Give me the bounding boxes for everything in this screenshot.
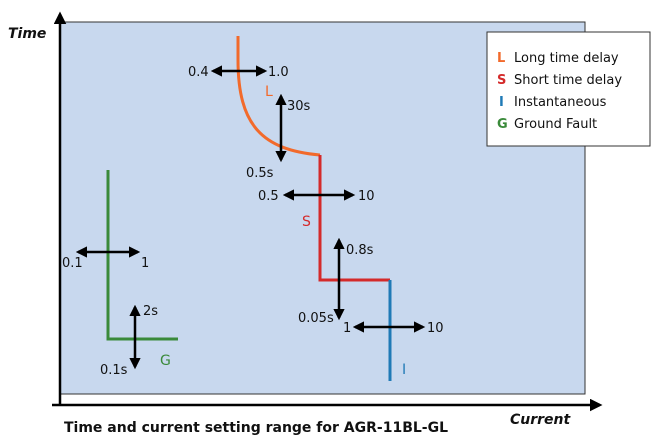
legend: L Long time delay S Short time delay I I… [486,31,651,147]
ground-fault-letter: G [160,353,171,369]
long-time-current-min: 0.4 [188,65,209,80]
short-time-current-min: 0.5 [258,189,279,204]
ground-fault-current-max: 1 [141,256,149,271]
short-time-letter: S [302,214,311,230]
instantaneous-current-max: 10 [427,321,444,336]
y-axis-label: Time [8,26,46,42]
legend-label-instantaneous: Instantaneous [514,95,607,110]
long-time-time-max: 30s [287,99,311,114]
long-time-current-max: 1.0 [268,65,289,80]
legend-key-instantaneous: I [499,95,504,110]
ground-fault-current-min: 0.1 [62,256,83,271]
ground-fault-time-min: 0.1s [100,363,128,378]
diagram-caption: Time and current setting range for AGR-1… [64,420,448,436]
long-time-time-min: 0.5s [246,166,274,181]
ground-fault-time-max: 2s [143,304,158,319]
legend-label-long-time: Long time delay [514,51,619,66]
short-time-time-max: 0.8s [346,243,374,258]
legend-key-ground-fault: G [497,117,508,132]
x-axis-label: Current [510,412,572,428]
instantaneous-letter: I [402,362,406,378]
ground-fault-curve [106,170,178,341]
instantaneous-current-min: 1 [343,321,351,336]
legend-key-long-time: L [497,51,505,66]
legend-label-short-time: Short time delay [514,73,622,88]
short-time-time-min: 0.05s [298,311,334,326]
legend-key-short-time: S [497,73,506,88]
long-time-letter: L [265,84,273,100]
legend-label-ground-fault: Ground Fault [514,117,597,132]
legend-box [486,31,651,147]
short-time-current-max: 10 [358,189,375,204]
